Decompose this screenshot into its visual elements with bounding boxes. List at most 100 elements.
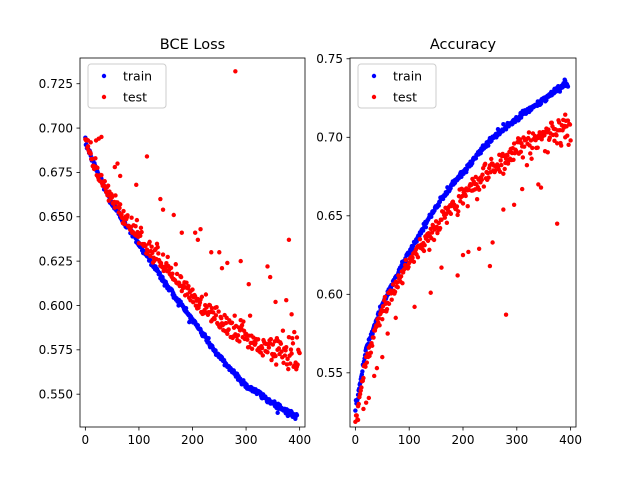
test-point: [501, 207, 506, 212]
legend-marker-train: [101, 73, 107, 79]
legend-label-train: train: [123, 69, 152, 84]
test-point: [428, 290, 433, 295]
chart-title: Accuracy: [430, 37, 497, 53]
test-point: [556, 120, 562, 125]
test-point: [499, 162, 504, 168]
test-point: [563, 112, 568, 117]
test-point: [113, 193, 118, 198]
test-point: [437, 225, 443, 231]
test-point: [395, 285, 400, 290]
test-point: [536, 182, 541, 187]
test-point: [444, 220, 450, 226]
train-point: [294, 413, 300, 418]
test-point: [212, 316, 217, 322]
test-point: [511, 157, 516, 162]
test-point: [522, 144, 527, 149]
test-point: [390, 282, 396, 287]
test-point: [501, 171, 506, 176]
test-point: [502, 166, 507, 172]
test-point: [99, 134, 104, 140]
test-point: [148, 253, 153, 259]
test-point: [366, 395, 372, 401]
test-point: [105, 183, 111, 188]
test-point: [195, 237, 201, 243]
test-point: [554, 141, 560, 146]
test-point: [292, 329, 297, 335]
test-point: [490, 240, 495, 245]
plot-area: [350, 58, 576, 427]
test-point: [398, 274, 404, 279]
test-point: [276, 346, 282, 351]
test-point: [468, 182, 474, 188]
test-point: [363, 364, 368, 369]
legend-marker-train: [371, 73, 377, 79]
test-point: [209, 250, 214, 255]
test-point: [568, 138, 573, 143]
test-point: [226, 327, 231, 332]
test-point: [122, 221, 128, 227]
y-tick-label: 0.600: [39, 299, 73, 313]
test-point: [216, 309, 221, 314]
train-point: [187, 319, 192, 325]
plot-area: [80, 58, 305, 427]
test-point: [294, 335, 300, 340]
test-point: [192, 230, 198, 235]
test-point: [460, 201, 466, 206]
test-point: [170, 271, 175, 276]
y-tick-label: 0.550: [39, 387, 73, 401]
legend-box: [357, 63, 437, 109]
test-point: [199, 294, 205, 300]
legend-label-test: test: [393, 90, 417, 105]
test-point: [480, 172, 485, 177]
test-point: [88, 151, 93, 156]
test-point: [158, 196, 163, 202]
test-point: [99, 173, 104, 178]
test-point: [427, 247, 432, 253]
train-point: [544, 97, 549, 103]
test-point: [282, 353, 288, 358]
test-point: [374, 365, 380, 371]
test-point: [273, 353, 278, 359]
test-point: [125, 213, 130, 218]
y-tick-label: 0.60: [316, 288, 343, 302]
test-point: [538, 185, 544, 190]
test-point: [422, 242, 427, 248]
x-tick-label: 300: [235, 433, 258, 447]
test-point: [435, 230, 440, 236]
test-point: [421, 248, 427, 254]
test-point: [184, 280, 189, 285]
test-point: [85, 144, 91, 149]
test-point: [371, 335, 376, 340]
test-point: [160, 207, 166, 212]
train-point: [183, 305, 189, 311]
test-point: [290, 341, 296, 346]
test-point: [476, 187, 482, 192]
test-point: [173, 262, 178, 267]
test-point: [289, 351, 294, 356]
test-point: [155, 245, 160, 250]
test-point: [237, 339, 242, 344]
train-point: [360, 369, 365, 374]
x-tick-label: 100: [398, 433, 421, 447]
test-point: [436, 220, 441, 226]
test-point: [549, 120, 554, 125]
test-point: [382, 294, 388, 300]
test-point: [376, 316, 382, 321]
test-point: [284, 345, 289, 350]
test-point: [149, 244, 154, 249]
test-point: [117, 173, 123, 179]
test-point: [190, 287, 195, 292]
test-point: [190, 299, 196, 305]
train-point: [436, 203, 441, 208]
test-point: [246, 281, 251, 287]
test-point: [505, 153, 510, 158]
test-point: [524, 162, 530, 168]
x-tick-label: 0: [82, 433, 90, 447]
test-point: [489, 156, 494, 162]
test-point: [498, 158, 503, 163]
test-point: [460, 252, 466, 258]
test-point: [255, 337, 261, 342]
test-point: [168, 265, 174, 271]
test-point: [278, 341, 284, 346]
